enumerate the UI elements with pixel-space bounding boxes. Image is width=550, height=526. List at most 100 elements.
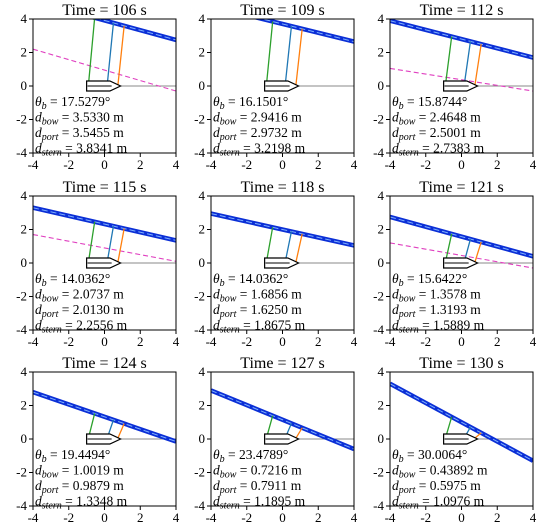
bow-distance-annotation-symbol: d [392, 287, 399, 302]
plot-area [33, 205, 176, 269]
stern-distance-annotation-subscript: stern [220, 501, 240, 512]
x-tick-label: -2 [241, 334, 252, 349]
stern-distance-line [265, 21, 274, 86]
bow-distance-annotation-value: 2.0737 m [73, 287, 125, 302]
x-tick-label: 2 [494, 157, 501, 172]
x-tick-label: 4 [351, 157, 358, 172]
y-tick-label: 0 [199, 255, 206, 270]
x-tick-label: 0 [458, 510, 465, 525]
stern-distance-annotation: dstern = 1.8675 m [213, 318, 306, 336]
stern-distance-annotation-subscript: stern [399, 325, 419, 336]
theta-annotation-symbol: θ [392, 94, 399, 109]
theta-annotation-subscript: b [220, 278, 225, 289]
y-tick-label: 2 [378, 222, 385, 237]
x-tick-label: 4 [351, 510, 358, 525]
bow-distance-line [295, 427, 303, 439]
theta-annotation-value: 30.0064° [418, 447, 467, 462]
stern-distance-annotation: dstern = 1.1895 m [213, 494, 306, 512]
stern-distance-annotation-symbol: d [213, 141, 220, 156]
y-tick-label: 2 [199, 398, 206, 413]
bow-distance-annotation-equals: = [236, 110, 250, 125]
port-distance-annotation-equals: = [236, 478, 250, 493]
theta-annotation-equals: = [404, 447, 418, 462]
theta-annotation-equals: = [47, 94, 61, 109]
y-tick-label: -4 [16, 145, 27, 160]
bow-distance-annotation: dbow = 2.0737 m [35, 287, 124, 305]
theta-annotation-symbol: θ [213, 271, 220, 286]
x-tick-label: 2 [137, 334, 144, 349]
port-distance-annotation: dport = 2.9732 m [213, 125, 302, 143]
port-distance-annotation-equals: = [58, 302, 72, 317]
port-distance-annotation-equals: = [58, 478, 72, 493]
x-tick-label: -2 [420, 510, 431, 525]
x-tick-label: 0 [279, 157, 286, 172]
bow-distance-annotation-subscript: bow [220, 117, 237, 128]
theta-annotation-equals: = [225, 447, 239, 462]
waterline-core [97, 19, 176, 41]
x-tick-label: 0 [458, 334, 465, 349]
y-tick-label: -2 [16, 112, 27, 127]
plot-area [211, 211, 354, 269]
theta-annotation-symbol: θ [392, 271, 399, 286]
plot-area [255, 19, 354, 92]
bow-distance-annotation-subscript: bow [220, 294, 237, 305]
port-distance-annotation-value: 2.5001 m [430, 125, 482, 140]
theta-annotation: θb = 14.0362° [213, 271, 288, 289]
y-tick-label: 2 [21, 398, 28, 413]
stern-distance-annotation-equals: = [240, 141, 254, 156]
bow-distance-annotation-equals: = [58, 110, 72, 125]
theta-annotation-value: 23.4789° [239, 447, 288, 462]
theta-annotation: θb = 15.8744° [392, 94, 467, 112]
y-tick-label: 4 [378, 364, 385, 379]
bow-distance-annotation: dbow = 0.43892 m [392, 463, 488, 481]
port-distance-annotation-equals: = [58, 125, 72, 140]
theta-annotation-value: 15.8744° [418, 94, 467, 109]
theta-annotation-value: 17.5279° [61, 94, 110, 109]
theta-annotation-subscript: b [42, 454, 47, 465]
bow-distance-annotation-subscript: bow [42, 294, 59, 305]
stern-distance-annotation-equals: = [240, 494, 254, 509]
stern-distance-annotation-symbol: d [35, 318, 42, 333]
plot-area [211, 388, 354, 452]
bow-distance-annotation-subscript: bow [399, 294, 416, 305]
theta-annotation-subscript: b [399, 454, 404, 465]
y-tick-label: 0 [199, 431, 206, 446]
bow-distance-annotation-value: 0.43892 m [430, 463, 488, 478]
stern-distance-line [444, 36, 453, 86]
bow-distance-annotation-equals: = [415, 463, 429, 478]
theta-annotation-equals: = [225, 271, 239, 286]
port-distance-annotation-value: 0.9879 m [73, 478, 125, 493]
stern-distance-annotation-symbol: d [392, 318, 399, 333]
theta-annotation-subscript: b [42, 278, 47, 289]
port-distance-annotation-equals: = [415, 125, 429, 140]
x-tick-label: 2 [137, 510, 144, 525]
bow-distance-annotation-symbol: d [213, 287, 220, 302]
panel-title: Time = 112 s [420, 2, 504, 19]
bow-distance-annotation-symbol: d [213, 463, 220, 478]
stern-distance-annotation-equals: = [62, 494, 76, 509]
stern-distance-annotation: dstern = 2.7383 m [392, 141, 485, 159]
y-tick-label: 4 [21, 11, 28, 26]
y-tick-label: 0 [21, 431, 28, 446]
port-distance-line [284, 26, 293, 86]
bow-distance-annotation-value: 1.6856 m [251, 287, 303, 302]
bow-distance-annotation-symbol: d [392, 463, 399, 478]
bow-distance-annotation-equals: = [236, 463, 250, 478]
port-distance-annotation: dport = 0.5975 m [392, 478, 481, 496]
port-distance-line [106, 225, 115, 263]
x-tick-label: -4 [206, 157, 217, 172]
stern-distance-annotation-subscript: stern [42, 148, 62, 159]
bow-distance-annotation-value: 0.7216 m [251, 463, 303, 478]
stern-distance-annotation-value: 1.3348 m [76, 494, 128, 509]
x-tick-label: 4 [173, 334, 180, 349]
stern-distance-annotation: dstern = 1.0976 m [392, 494, 485, 512]
waterline-core [33, 391, 176, 442]
port-distance-annotation-value: 1.3193 m [430, 302, 482, 317]
x-tick-label: 2 [494, 334, 501, 349]
y-tick-label: 4 [21, 364, 28, 379]
forecast-line [390, 67, 533, 92]
theta-annotation: θb = 14.0362° [35, 271, 110, 289]
